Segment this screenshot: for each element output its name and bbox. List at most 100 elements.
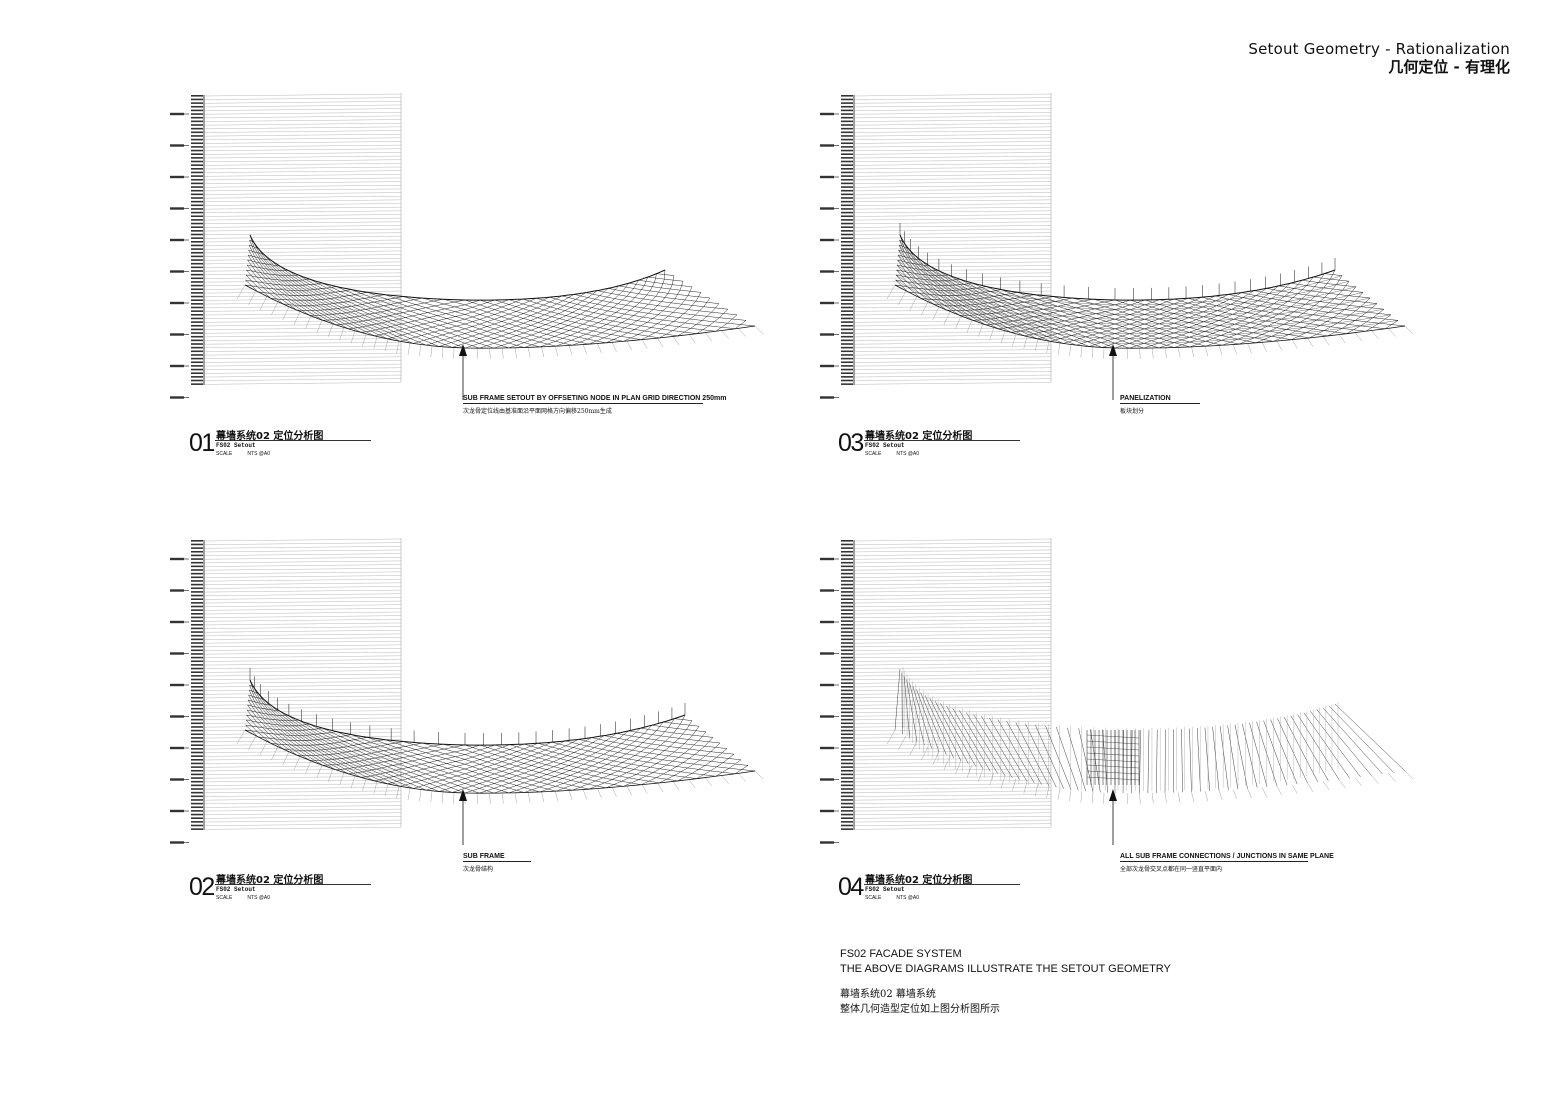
- level-line: [853, 681, 1052, 684]
- mesh-member: [1344, 309, 1367, 313]
- level-tag: [841, 157, 853, 159]
- ground-ray: [568, 790, 573, 801]
- mesh-member: [699, 759, 724, 763]
- leader-arrowhead: [1109, 344, 1117, 356]
- title-rule: [864, 440, 1020, 441]
- mesh-member: [1339, 295, 1349, 305]
- mesh-member: [398, 315, 413, 320]
- mesh-member: [711, 311, 738, 316]
- scale-note: SCALE NTS @A0: [216, 451, 285, 457]
- panel-edge: [994, 323, 1008, 328]
- panel-edge: [1348, 292, 1364, 296]
- mesh-member: [508, 337, 525, 344]
- mesh-member: [430, 763, 447, 768]
- level-tag: [841, 569, 853, 571]
- mesh-member: [1294, 288, 1311, 292]
- level-tag: [841, 682, 853, 684]
- panel-edge: [1247, 310, 1262, 313]
- mesh-member: [565, 739, 579, 747]
- panel-edge: [1094, 303, 1116, 305]
- fin: [894, 668, 901, 731]
- mesh-member: [494, 749, 510, 755]
- mesh-member: [404, 770, 417, 775]
- mesh-member: [424, 744, 444, 749]
- mesh-member: [684, 743, 705, 747]
- level-tag: [191, 649, 203, 652]
- mesh-member: [1259, 298, 1272, 307]
- mesh-member: [1278, 285, 1295, 289]
- mesh-member: [1271, 329, 1287, 337]
- panel-edge: [995, 312, 1010, 317]
- level-tag: [191, 769, 203, 772]
- ground-ray: [293, 311, 301, 325]
- level-line: [203, 717, 402, 721]
- panel-edge: [941, 275, 953, 281]
- level-tag: [841, 251, 853, 254]
- mesh-member: [589, 295, 600, 303]
- mesh-member: [998, 327, 1008, 330]
- level-marker: [820, 715, 834, 718]
- mesh-member: [1174, 327, 1190, 334]
- mesh-member: [919, 269, 927, 271]
- mesh-member: [929, 294, 940, 296]
- ground-ray: [977, 768, 984, 782]
- panel-edge: [1379, 320, 1399, 324]
- mesh-member: [407, 330, 420, 334]
- level-tag: [191, 383, 203, 385]
- panel-edge: [1012, 304, 1028, 308]
- mesh-member: [248, 244, 255, 248]
- level-tag: [841, 219, 853, 221]
- mesh-member: [427, 308, 446, 313]
- mesh-member: [1062, 312, 1078, 317]
- mesh-member: [698, 731, 707, 741]
- level-line: [203, 560, 402, 564]
- level-line: [203, 290, 402, 294]
- mesh-member: [1306, 325, 1321, 333]
- mesh-member: [494, 333, 510, 339]
- mesh-member: [1202, 300, 1217, 308]
- mesh-member: [1232, 307, 1246, 315]
- mesh-member: [450, 778, 466, 784]
- mesh-member: [1354, 292, 1364, 302]
- panel-edge: [1336, 281, 1350, 285]
- mesh-member: [1054, 325, 1067, 330]
- mesh-member: [583, 757, 598, 765]
- panel-edge: [948, 285, 960, 291]
- mesh-member: [695, 306, 704, 316]
- mesh-member: [351, 749, 363, 752]
- panel-edge: [910, 258, 919, 265]
- fin: [1334, 703, 1406, 772]
- ground-ray: [441, 791, 444, 804]
- mesh-member: [264, 273, 272, 275]
- level-tag: [191, 135, 203, 137]
- level-line: [853, 210, 1052, 213]
- mesh-member: [1360, 317, 1374, 327]
- mesh-member: [1342, 328, 1366, 332]
- mesh-member: [630, 301, 649, 305]
- mesh-member: [1129, 304, 1145, 310]
- panel-edge: [963, 284, 977, 289]
- fin: [946, 705, 984, 769]
- mesh-member: [539, 771, 555, 778]
- level-marker: [170, 746, 184, 750]
- panel-edge: [916, 283, 928, 290]
- mesh-member: [321, 292, 331, 295]
- mesh-member: [1290, 298, 1302, 307]
- level-tag: [841, 824, 853, 827]
- mesh-member: [1012, 301, 1025, 305]
- mesh-member: [509, 768, 525, 774]
- mesh-member: [493, 787, 510, 794]
- diagram-title: 幕墙系统02 定位分析图: [216, 875, 324, 886]
- level-line: [203, 794, 402, 797]
- ground-ray: [920, 301, 929, 316]
- title-rule: [864, 884, 1020, 885]
- ground-ray: [657, 782, 664, 793]
- level-line: [853, 597, 1052, 600]
- level-line: [853, 97, 1052, 100]
- scale-label: SCALE: [216, 451, 233, 457]
- panel-edge: [1233, 317, 1249, 320]
- level-tag: [841, 109, 853, 112]
- panel-edge: [1159, 308, 1175, 310]
- level-tag: [841, 208, 853, 210]
- footnote-line-1: FS02 FACADE SYSTEM: [840, 948, 962, 960]
